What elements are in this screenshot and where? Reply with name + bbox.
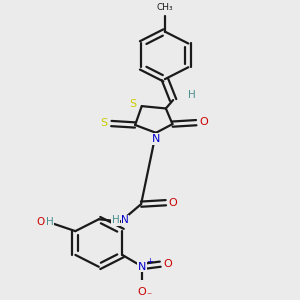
Text: H: H	[112, 215, 119, 225]
Text: N: N	[121, 215, 129, 225]
Text: ⁻: ⁻	[146, 291, 151, 300]
Text: S: S	[100, 118, 108, 128]
Text: O: O	[163, 259, 172, 269]
Text: H: H	[188, 90, 196, 100]
Text: O: O	[199, 117, 208, 127]
Text: +: +	[146, 257, 153, 266]
Text: H: H	[46, 217, 54, 226]
Text: O: O	[37, 217, 45, 226]
Text: N: N	[152, 134, 160, 144]
Text: CH₃: CH₃	[157, 3, 173, 12]
Text: O: O	[138, 287, 146, 297]
Text: S: S	[129, 99, 136, 109]
Text: N: N	[138, 262, 146, 272]
Text: O: O	[169, 198, 178, 208]
